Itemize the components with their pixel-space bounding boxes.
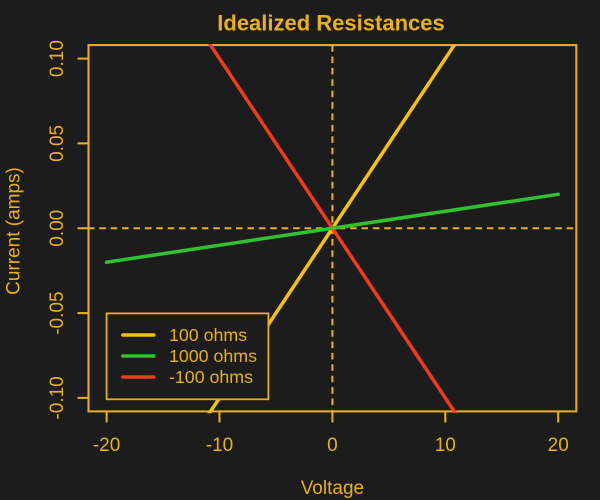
svg-text:Current (amps): Current (amps) <box>4 167 25 295</box>
svg-text:-100 ohms: -100 ohms <box>169 367 253 387</box>
svg-text:100 ohms: 100 ohms <box>169 325 247 345</box>
svg-text:0.05: 0.05 <box>47 125 68 162</box>
svg-text:0: 0 <box>327 435 338 456</box>
svg-text:0.10: 0.10 <box>47 40 68 77</box>
svg-text:-0.10: -0.10 <box>47 376 68 419</box>
svg-text:Idealized Resistances: Idealized Resistances <box>217 11 444 36</box>
svg-text:1000 ohms: 1000 ohms <box>169 346 257 366</box>
svg-text:0.00: 0.00 <box>47 210 68 247</box>
svg-text:-10: -10 <box>206 435 233 456</box>
svg-text:-0.05: -0.05 <box>47 291 68 334</box>
svg-text:20: 20 <box>548 435 569 456</box>
svg-text:Voltage: Voltage <box>301 478 364 499</box>
svg-text:10: 10 <box>435 435 456 456</box>
svg-text:-20: -20 <box>93 435 120 456</box>
